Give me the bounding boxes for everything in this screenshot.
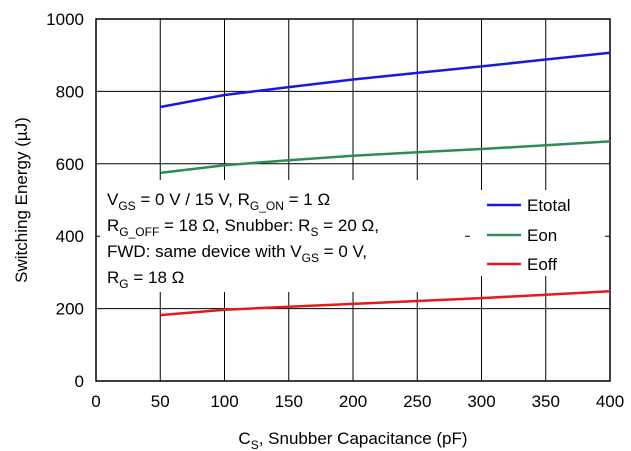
series-line-eon — [160, 140, 611, 175]
series-line-etotal — [160, 51, 611, 109]
x-tick-label: 0 — [91, 392, 100, 411]
x-tick-label: 250 — [403, 392, 431, 411]
legend-label-etotal: Etotal — [527, 196, 570, 215]
x-tick-label: 100 — [210, 392, 238, 411]
x-tick-label: 200 — [339, 392, 367, 411]
y-tick-label: 0 — [75, 372, 84, 391]
conditions-line-4: RG = 18 Ω — [107, 268, 184, 291]
x-axis-title: CS, Snubber Capacitance (pF) — [238, 429, 467, 451]
x-tick-label: 150 — [275, 392, 303, 411]
y-tick-label: 400 — [56, 227, 84, 246]
series-line-eoff — [160, 289, 611, 317]
x-tick-label: 300 — [467, 392, 495, 411]
plot-frame — [95, 18, 611, 382]
tick-labels: 0 50 100 150 200 250 300 350 400 0 200 400 600 800 100… — [46, 10, 624, 411]
x-tick-label: 350 — [532, 392, 560, 411]
y-tick-label: 600 — [56, 155, 84, 174]
y-tick-label: 1000 — [46, 10, 84, 29]
conditions-box — [100, 180, 465, 292]
conditions-line-3: FWD: same device with VGS = 0 V, — [107, 242, 367, 265]
y-tick-label: 800 — [56, 82, 84, 101]
conditions-line-2: RG_OFF = 18 Ω, Snubber: RS = 20 Ω, — [107, 216, 379, 239]
series-layer — [160, 51, 611, 317]
x-tick-label: 400 — [596, 392, 624, 411]
x-tick-label: 50 — [151, 392, 170, 411]
conditions-line-1: VGS = 0 V / 15 V, RG_ON = 1 Ω — [107, 190, 330, 213]
legend-label-eoff: Eoff — [527, 255, 557, 274]
y-axis-title: Switching Energy (µJ) — [12, 117, 31, 283]
legend-label-eon: Eon — [527, 226, 557, 245]
y-tick-label: 200 — [56, 300, 84, 319]
